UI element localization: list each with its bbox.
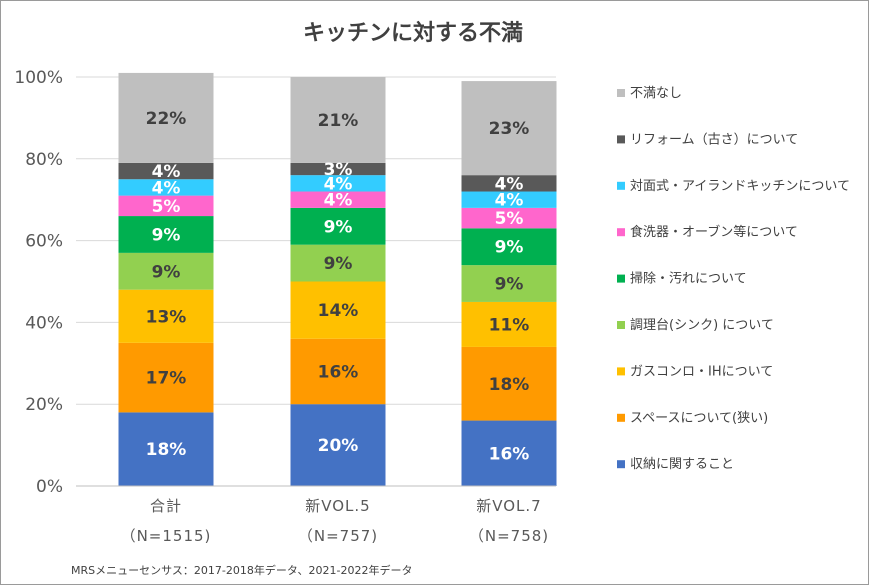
bar-segment — [461, 265, 557, 302]
data-label: 13% — [146, 307, 187, 327]
bar-segment — [118, 162, 214, 180]
data-label: 4% — [152, 178, 181, 198]
category-sublabel: （N=758) — [469, 527, 549, 545]
category-label: 新VOL.7 — [476, 497, 541, 515]
data-label: 16% — [318, 362, 359, 382]
legend-swatch — [617, 274, 625, 283]
bar-segment — [118, 252, 214, 290]
bars — [118, 72, 557, 486]
data-labels: 18%17%13%9%9%5%4%4%22%20%16%14%9%9%4%4%3… — [146, 109, 530, 464]
bar-segment — [290, 175, 386, 192]
data-label: 4% — [324, 191, 353, 211]
data-label: 14% — [318, 301, 359, 321]
bar-segment — [118, 72, 214, 163]
bar-segment — [461, 207, 557, 229]
bar-segment — [290, 404, 386, 486]
bar-segment — [290, 338, 386, 405]
category-label: 新VOL.5 — [305, 497, 370, 515]
legend-swatch — [617, 460, 625, 469]
data-label: 9% — [152, 262, 181, 282]
bar-segment — [461, 346, 557, 421]
legend-swatch — [617, 181, 625, 190]
data-label: 16% — [489, 444, 530, 464]
data-label: 18% — [489, 375, 530, 395]
bar-segment — [290, 244, 386, 282]
legend-label: 食洗器・オーブン等について — [630, 224, 798, 240]
data-label: 22% — [146, 109, 187, 129]
bar-segment — [461, 301, 557, 347]
data-label: 4% — [324, 174, 353, 194]
y-tick-label: 20% — [25, 395, 63, 415]
bar-segment — [461, 175, 557, 192]
category-label: 合計 — [150, 497, 182, 515]
legend-label: ガスコンロ・IHについて — [630, 364, 773, 379]
data-label: 20% — [318, 436, 359, 456]
legend-label: 調理台(シンク) について — [630, 318, 774, 333]
data-label: 9% — [324, 217, 353, 237]
bar-segment — [118, 195, 214, 217]
bar-segment — [290, 207, 386, 245]
legend-swatch — [617, 89, 625, 97]
legend-label: スペースについて(狭い) — [630, 411, 768, 426]
bar-segment — [461, 191, 557, 208]
data-label: 3% — [324, 160, 353, 180]
data-label: 9% — [495, 275, 524, 295]
data-label: 21% — [318, 111, 359, 131]
legend-label: リフォーム（古さ）について — [630, 132, 798, 147]
chart-title: キッチンに対する不満 — [303, 20, 523, 46]
category-sublabel: （N=757) — [298, 527, 378, 545]
legend-swatch — [617, 135, 625, 144]
bar-segment — [461, 228, 557, 266]
bar-segment — [290, 162, 386, 176]
legend-swatch — [617, 367, 625, 376]
data-label: 9% — [152, 225, 181, 245]
bar-segment — [461, 420, 557, 486]
legend-label: 掃除・汚れについて — [630, 271, 747, 287]
data-label: 9% — [495, 238, 524, 258]
legend: 不満なしリフォーム（古さ）について対面式・アイランドキッチンについて食洗器・オー… — [617, 86, 850, 472]
axes: 0% 20% 40% 60% 80% 100% 合計 （N=1515) 新VOL.5 （N=757… — [14, 68, 556, 545]
legend-label: 不満なし — [630, 86, 682, 101]
data-label: 23% — [489, 119, 530, 139]
legend-swatch — [617, 321, 625, 329]
data-label: 5% — [495, 209, 524, 229]
legend-label: 収納に関すること — [630, 457, 734, 472]
data-label: 4% — [495, 191, 524, 211]
legend-swatch — [617, 413, 625, 422]
bar-segment — [290, 281, 386, 339]
data-label: 9% — [324, 254, 353, 274]
bar-segment — [118, 412, 214, 486]
bar-segment — [461, 81, 557, 176]
y-tick-label: 40% — [25, 313, 63, 333]
data-label: 4% — [152, 162, 181, 182]
bar-segment — [290, 77, 386, 163]
bar-segment — [290, 191, 386, 208]
data-label: 4% — [495, 174, 524, 194]
y-tick-label: 60% — [25, 232, 63, 252]
y-tick-label: 0% — [36, 477, 63, 497]
source-note: MRSメニューセンサス：2017-2018年データ、2021-2022年データ — [71, 563, 412, 577]
data-label: 11% — [489, 315, 530, 335]
bar-segment — [118, 289, 214, 343]
legend-swatch — [617, 228, 625, 237]
bar-segment — [118, 342, 214, 413]
y-tick-label: 80% — [25, 150, 63, 170]
data-label: 17% — [146, 369, 187, 389]
bar-segment — [118, 216, 214, 253]
data-label: 18% — [146, 440, 187, 460]
bar-segment — [118, 179, 214, 196]
data-label: 5% — [152, 197, 181, 217]
category-sublabel: （N=1515) — [121, 527, 212, 545]
legend-label: 対面式・アイランドキッチンについて — [630, 179, 850, 194]
y-tick-label: 100% — [14, 68, 63, 88]
